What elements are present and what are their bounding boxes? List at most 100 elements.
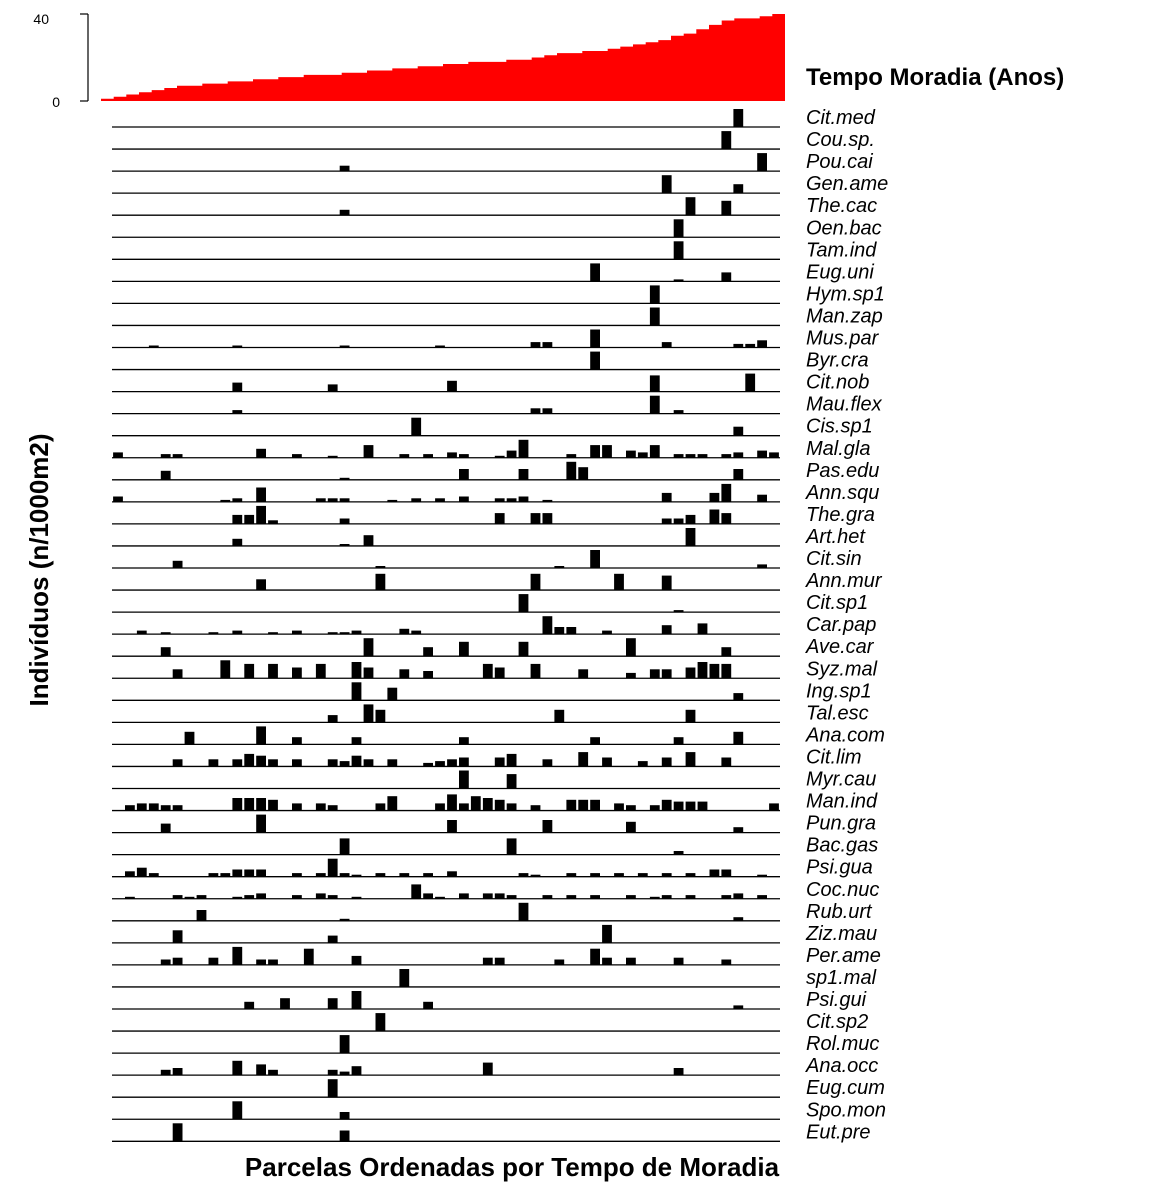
abundance-bar [351,737,362,745]
abundance-bar [160,632,171,635]
abundance-bar [673,518,684,524]
abundance-bar [578,799,589,811]
species-row: Cit.nob [112,372,869,394]
species-label: Man.zap [806,305,883,327]
abundance-bar [244,798,255,811]
abundance-bar [685,801,696,811]
abundance-bar [673,454,684,458]
species-row: Spo.mon [112,1099,886,1121]
abundance-bar [721,131,732,150]
species-row: Mus.par [112,328,880,350]
abundance-bar [649,285,660,304]
species-label: Ana.com [805,724,885,746]
abundance-bar [518,496,529,502]
residence-time-panel: 40 0 Tempo Moradia (Anos) [33,11,1064,110]
abundance-bar [649,669,660,679]
abundance-bar [769,452,779,458]
abundance-bar [327,455,338,458]
top-panel-tick-label-0: 0 [52,94,60,110]
abundance-bar [626,805,636,811]
abundance-bar [399,969,410,987]
abundance-bar [232,869,243,877]
abundance-bar [745,343,756,348]
abundance-bar [399,669,410,679]
abundance-bar [339,1071,350,1076]
abundance-bar [339,345,350,348]
abundance-bar [244,514,255,524]
abundance-bar [125,871,135,877]
abundance-bar [268,632,278,635]
abundance-bar [590,263,600,282]
abundance-bar [303,948,314,965]
abundance-bar [566,799,577,811]
residence-time-area [101,14,785,101]
abundance-bar [136,803,147,811]
abundance-bar [292,630,302,635]
abundance-bar [590,550,600,568]
abundance-bar [268,520,278,524]
abundance-bar [506,774,517,789]
abundance-bar [268,759,278,767]
abundance-bar [387,796,398,811]
abundance-bar [459,893,469,899]
abundance-bar [232,410,243,414]
abundance-bar [578,669,589,679]
abundance-bar [506,498,517,502]
abundance-bar [673,610,684,613]
abundance-bar [172,1123,183,1142]
abundance-bar [339,518,350,524]
species-label: Cit.med [806,107,876,129]
abundance-bar [566,461,577,480]
abundance-bar [256,798,266,811]
species-row: Cit.med [112,107,876,129]
abundance-bar [661,757,672,767]
abundance-bar [530,874,541,877]
abundance-bar [685,667,696,679]
abundance-bar [673,957,684,965]
abundance-bar [315,803,326,811]
abundance-bar [232,382,243,392]
top-panel-tick-label-40: 40 [33,11,49,27]
abundance-bar [292,667,302,679]
abundance-bar [447,820,457,833]
abundance-bar [256,448,266,458]
species-row: Ing.sp1 [112,680,872,702]
abundance-bar [649,805,660,811]
species-label: Syz.mal [806,658,878,680]
abundance-bar [757,494,767,502]
abundance-bar [733,452,744,458]
abundance-bar [721,869,732,877]
abundance-bar [721,895,732,899]
abundance-bar [685,873,696,877]
abundance-bar [208,759,219,767]
abundance-bar [435,896,445,899]
abundance-bar [494,498,505,502]
abundance-bar [709,509,720,524]
abundance-bar [327,384,338,392]
abundance-bar [721,513,732,524]
abundance-bar [757,153,767,172]
abundance-bar [482,1062,493,1076]
abundance-bar [709,492,720,502]
abundance-bar [530,805,541,811]
species-row: Ave.car [112,636,875,658]
abundance-bar [411,417,422,436]
abundance-bar [494,667,505,679]
abundance-bar [435,803,445,811]
abundance-bar [733,343,744,348]
abundance-bar [590,895,600,899]
abundance-bar [399,873,410,877]
abundance-bar [423,762,433,767]
abundance-bar [160,823,171,833]
abundance-bar [637,452,648,458]
species-label: Cit.nob [806,372,869,394]
abundance-bar [220,660,231,679]
abundance-bar [315,873,326,877]
abundance-bar [232,1101,243,1120]
species-row: The.gra [112,504,875,526]
abundance-bar [339,838,350,855]
abundance-bar [327,805,338,811]
abundance-bar [733,731,744,745]
abundance-bar [387,759,398,767]
abundance-bar [602,924,612,943]
